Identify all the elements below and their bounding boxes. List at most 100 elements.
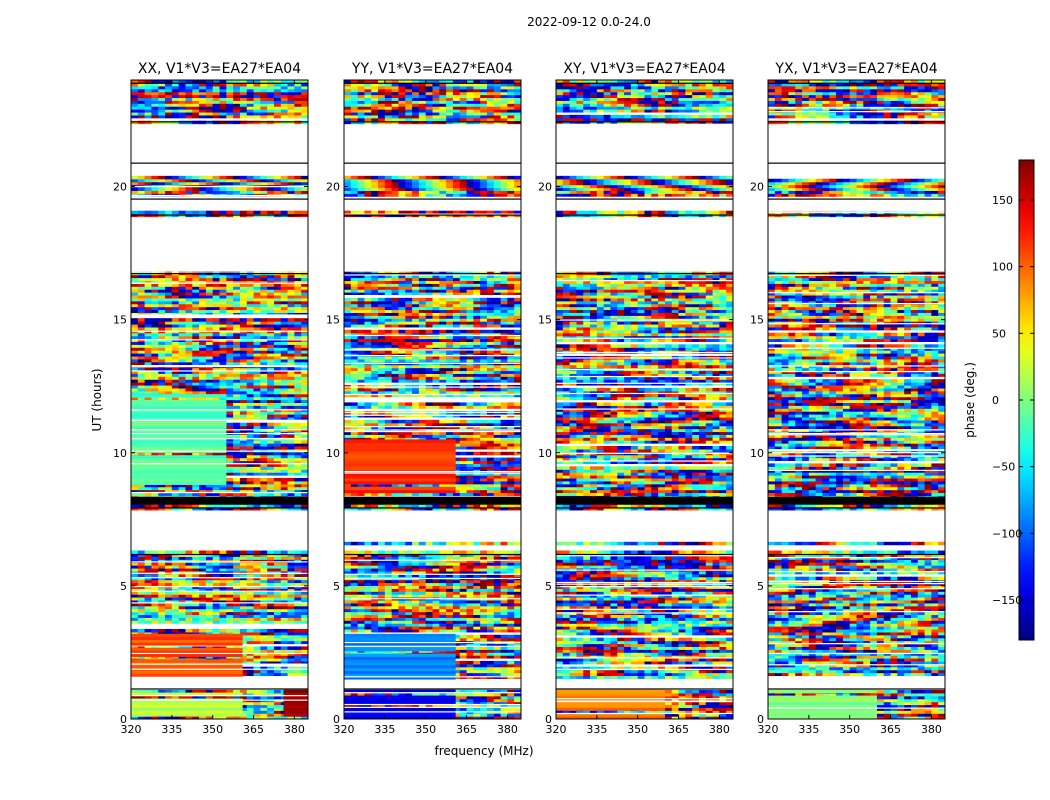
heatmap-cell [137,312,146,316]
heatmap-cell [246,434,255,438]
heatmap-cell [473,666,481,671]
heatmap-cell [165,579,173,584]
heatmap-cell [273,109,282,113]
heatmap-cell [466,620,474,624]
heatmap-cell [432,623,440,627]
heatmap-cell [287,303,295,308]
heatmap-block [131,408,227,413]
heatmap-block [131,434,227,439]
heatmap-cell [212,367,221,372]
heatmap-cell [473,637,481,642]
heatmap-cell [171,286,180,290]
heatmap-cell [192,451,200,456]
heatmap-cell [294,559,302,563]
heatmap-cell [212,373,221,377]
heatmap-cell [260,347,268,351]
heatmap-cell [273,469,282,473]
heatmap-cell [267,660,275,665]
heatmap-cell [287,649,295,653]
heatmap-cell [246,460,255,464]
heatmap-cell [199,94,207,99]
heatmap-cell [253,405,261,409]
heatmap-cell [246,181,255,186]
heatmap-cell [219,591,227,595]
heatmap-cell [287,103,295,107]
heatmap-cell [226,88,234,93]
heatmap-cell [239,355,248,360]
heatmap-cell [287,292,295,296]
heatmap-cell [473,611,481,616]
heatmap-block [283,704,308,708]
heatmap-cell [178,483,187,488]
heatmap-cell [144,82,153,87]
heatmap-cell [199,353,207,357]
heatmap-cell [294,646,302,650]
heatmap-cell [246,175,255,180]
heatmap-cell [280,472,289,476]
heatmap-cell [205,323,214,328]
heatmap-cell [260,106,268,110]
heatmap-cell [301,460,308,464]
heatmap-cell [171,451,180,456]
heatmap-cell [287,483,295,488]
heatmap-cell [205,350,214,354]
heatmap-cell [294,480,302,485]
heatmap-cell [514,620,521,624]
heatmap-cell [171,187,180,191]
heatmap-cell [226,390,234,395]
heatmap-cell [294,106,302,110]
heatmap-cell [137,489,146,494]
heatmap-cell [212,321,221,325]
heatmap-cell [253,707,261,711]
heatmap-cell [205,106,214,110]
heatmap-cell [192,396,200,401]
heatmap-cell [273,425,282,430]
heatmap-cell [493,605,502,610]
heatmap-cell [137,85,146,90]
heatmap-cell [144,91,153,96]
heatmap-cell [239,466,248,470]
heatmap-cell [287,451,295,456]
heatmap-cell [294,289,302,293]
heatmap-cell [260,637,268,642]
heatmap-cell [137,483,146,488]
heatmap-cell [192,576,200,581]
heatmap-cell [287,323,295,328]
heatmap-gap-line [131,330,308,332]
heatmap-cell [459,626,468,630]
heatmap-cell [212,384,221,389]
heatmap-cell [294,353,302,357]
heatmap-cell [158,274,166,279]
heatmap-cell [280,559,289,563]
heatmap-cell [294,666,302,671]
heatmap-cell [246,506,255,511]
heatmap-cell [205,582,214,586]
heatmap-cell [246,567,255,572]
heatmap-cell [418,611,427,616]
heatmap-cell [493,692,502,697]
heatmap-cell [418,608,427,613]
heatmap-cell [165,562,173,566]
heatmap-cell [199,376,207,380]
heatmap-cell [280,594,289,598]
heatmap-cell [158,91,166,96]
heatmap-cell [287,289,295,293]
heatmap-cell [158,300,166,305]
heatmap-cell [178,106,187,110]
heatmap-cell [219,576,227,581]
heatmap-cell [246,370,255,374]
heatmap-cell [398,608,406,613]
heatmap-cell [267,486,275,491]
heatmap-cell [287,556,295,560]
heatmap-cell [260,562,268,566]
heatmap-cell [185,109,193,113]
heatmap-cell [233,469,241,473]
heatmap-cell [260,309,268,313]
heatmap-cell [452,628,461,633]
heatmap-cell [273,489,282,494]
heatmap-cell [137,617,146,621]
heatmap-cell [459,623,468,627]
heatmap-cell [486,707,495,711]
heatmap-cell [165,451,173,456]
heatmap-cell [459,617,468,621]
